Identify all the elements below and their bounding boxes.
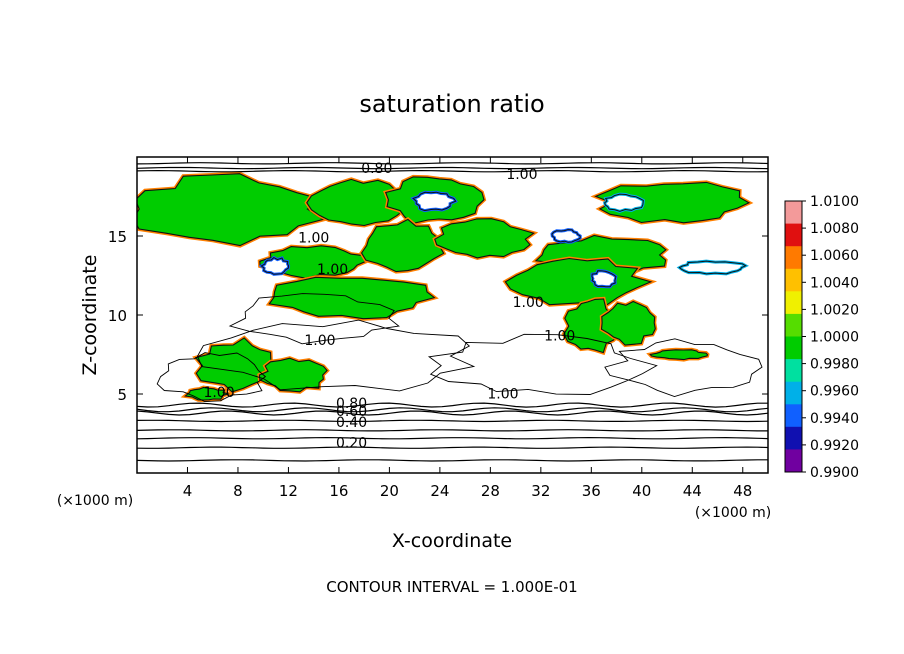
colorbar-swatch bbox=[785, 404, 802, 428]
contour-label: 1.00 bbox=[513, 295, 544, 311]
x-tick-label: 48 bbox=[733, 482, 752, 500]
colorbar-tick-label: 1.0080 bbox=[810, 221, 859, 237]
x-tick-label: 4 bbox=[183, 482, 193, 500]
saturated-region bbox=[194, 337, 276, 393]
saturated-region bbox=[306, 178, 405, 227]
contour-line bbox=[137, 429, 768, 432]
x-tick-label: 36 bbox=[582, 482, 601, 500]
contour-label: 1.00 bbox=[304, 333, 335, 349]
y-tick-label: 15 bbox=[108, 228, 127, 246]
z-unit-label: (×1000 m) bbox=[57, 493, 133, 509]
saturation-fill-layer bbox=[137, 171, 754, 403]
contour-label: 1.00 bbox=[317, 262, 348, 278]
saturated-region bbox=[360, 218, 445, 273]
colorbar-swatch bbox=[785, 426, 802, 450]
x-tick-label: 24 bbox=[430, 482, 449, 500]
colorbar-tick-label: 1.0000 bbox=[810, 330, 859, 346]
contour-line bbox=[137, 410, 768, 416]
contour-label: 0.80 bbox=[361, 161, 392, 177]
contour-label: 0.20 bbox=[336, 436, 367, 452]
colorbar-tick-label: 1.0100 bbox=[810, 194, 859, 210]
contour-label: 1.00 bbox=[203, 385, 234, 401]
contour-label: 0.80 bbox=[336, 396, 367, 412]
contour-line bbox=[137, 436, 768, 440]
subsaturated-hole-contour bbox=[591, 270, 617, 288]
contour-loop bbox=[427, 333, 658, 395]
subsaturated-hole-contour bbox=[260, 256, 290, 275]
contour-line bbox=[137, 446, 768, 449]
contour-line bbox=[137, 402, 768, 408]
colorbar-tick-label: 0.9940 bbox=[810, 411, 859, 427]
colorbar: 1.0100 1.0080 1.0060 1.0040 1.0020 1.0000 0.99… bbox=[784, 194, 859, 481]
subsaturated-hole-contour bbox=[551, 229, 581, 243]
x-unit-label: (×1000 m) bbox=[695, 505, 771, 521]
contour-line bbox=[137, 407, 768, 413]
x-tick-label: 44 bbox=[683, 482, 702, 500]
x-tick-label: 12 bbox=[279, 482, 298, 500]
contour-line bbox=[137, 169, 768, 173]
colorbar-swatch bbox=[785, 449, 802, 473]
contour-line bbox=[137, 166, 768, 170]
y-tick-label: 10 bbox=[108, 307, 127, 325]
contour-label: 0.60 bbox=[336, 404, 367, 420]
contour-line bbox=[137, 459, 768, 462]
contour-loop bbox=[604, 338, 763, 397]
contour-label: 0.40 bbox=[336, 415, 367, 431]
x-axis-label: X-coordinate bbox=[392, 530, 512, 552]
contour-interval-note: CONTOUR INTERVAL = 1.000E-01 bbox=[326, 578, 577, 596]
contour-label-layer: 0.80 1.00 1.00 1.00 1.00 1.00 1.00 1.00 1.00 0.80… bbox=[203, 161, 575, 452]
contour-label: 1.00 bbox=[544, 328, 575, 344]
x-tick-label: 8 bbox=[233, 482, 243, 500]
colorbar-swatch bbox=[785, 381, 802, 405]
y-tick-label: 5 bbox=[117, 386, 127, 404]
contour-line bbox=[137, 162, 768, 165]
colorbar-tick-label: 1.0020 bbox=[810, 302, 859, 318]
contour-label: 1.00 bbox=[298, 230, 329, 246]
colorbar-swatch bbox=[785, 223, 802, 247]
colorbar-tick-label: 0.9980 bbox=[810, 357, 859, 373]
subsaturated-hole-contour bbox=[412, 191, 457, 212]
colorbar-swatch bbox=[785, 201, 802, 225]
subsaturated-hole-contour bbox=[678, 260, 747, 275]
colorbar-tick-label: 0.9920 bbox=[810, 438, 859, 454]
colorbar-swatch bbox=[785, 291, 802, 315]
colorbar-swatch bbox=[785, 359, 802, 383]
contour-loop bbox=[197, 319, 476, 392]
x-tick-label: 16 bbox=[329, 482, 348, 500]
subsaturated-hole-contour bbox=[604, 193, 644, 212]
saturated-region bbox=[504, 257, 653, 306]
contour-line bbox=[137, 419, 768, 423]
contour-line-layer bbox=[137, 162, 768, 462]
saturated-region bbox=[137, 173, 325, 247]
colorbar-swatch bbox=[785, 268, 802, 292]
saturated-region bbox=[649, 349, 709, 361]
colorbar-tick-label: 1.0060 bbox=[810, 248, 859, 264]
x-tick-label: 20 bbox=[380, 482, 399, 500]
colorbar-tick-label: 0.9960 bbox=[810, 384, 859, 400]
x-tick-label: 40 bbox=[632, 482, 651, 500]
colorbar-swatch bbox=[785, 246, 802, 270]
colorbar-tick-label: 1.0040 bbox=[810, 275, 859, 291]
saturated-region bbox=[434, 218, 535, 259]
y-axis: 5 10 15 bbox=[108, 228, 768, 404]
contour-label: 1.00 bbox=[506, 167, 537, 183]
x-tick-label: 32 bbox=[531, 482, 550, 500]
x-tick-label: 28 bbox=[481, 482, 500, 500]
x-axis: 4 8 12 16 20 24 28 32 36 40 44 48 bbox=[183, 157, 752, 500]
y-axis-label: Z-coordinate bbox=[79, 255, 101, 376]
contour-loop bbox=[228, 293, 400, 345]
colorbar-tick-label: 0.9900 bbox=[810, 465, 859, 481]
colorbar-swatch bbox=[785, 313, 802, 337]
chart-title: saturation ratio bbox=[359, 90, 544, 118]
colorbar-swatch bbox=[785, 336, 802, 360]
saturated-region bbox=[600, 300, 656, 346]
contour-label: 1.00 bbox=[487, 387, 518, 403]
contour-loop bbox=[156, 352, 267, 403]
